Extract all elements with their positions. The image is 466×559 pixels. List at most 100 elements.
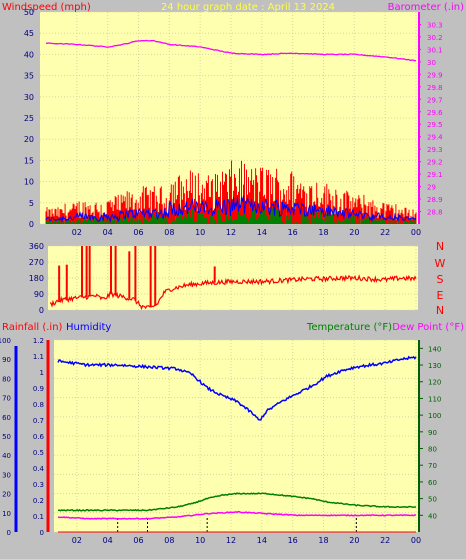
windspeed-y-tick-label: 0 <box>29 220 34 229</box>
barometer-tick-label: 28.8 <box>427 209 443 217</box>
windspeed-x-tick-label: 00 <box>411 228 421 237</box>
humidity-tick-label: 80 <box>2 375 11 383</box>
compass-label-s: S <box>437 273 444 286</box>
windspeed-x-tick-label: 18 <box>318 228 328 237</box>
rainfall-tick-label: 0.7 <box>33 417 44 425</box>
rainfall-tick-label: 0.2 <box>33 497 44 505</box>
rainfall-axis-label: Rainfall (.in) <box>2 322 63 333</box>
humidity-x-tick-label: 20 <box>349 536 359 545</box>
rainfall-tick-label: 0.6 <box>33 433 45 441</box>
temperature-axis-label: Temperature (°F) <box>306 322 392 333</box>
humidity-axes: 02 04 06 08 10 12 14 16 18 20 22 000102030405060708… <box>0 337 441 545</box>
windspeed-series <box>45 39 417 224</box>
humidity-x-tick-label: 18 <box>318 536 328 545</box>
temperature-tick-label: 60 <box>428 479 437 487</box>
compass-label-e: E <box>437 289 444 302</box>
direction-y-tick-label: 180 <box>29 274 44 283</box>
direction-y-tick-label: 270 <box>29 258 44 267</box>
direction-plot-area <box>48 246 418 310</box>
humidity-tick-label: 90 <box>2 356 11 364</box>
barometer-tick-label: 29 <box>427 184 436 192</box>
temperature-tick-label: 80 <box>428 446 437 454</box>
humidity-tick-label: 30 <box>2 471 11 479</box>
humidity-x-tick-label: 10 <box>195 536 205 545</box>
barometer-tick-label: 30.1 <box>427 46 443 54</box>
humidity-tick-label: 40 <box>2 452 11 460</box>
direction-y-tick-label: 360 <box>29 242 44 251</box>
windspeed-y-tick-label: 15 <box>24 156 34 165</box>
windspeed-x-tick-label: 04 <box>103 228 113 237</box>
rainfall-tick-label: 0 <box>40 529 44 537</box>
direction-y-tick-label: 0 <box>39 306 44 315</box>
humidity-series <box>57 355 417 533</box>
windspeed-x-tick-label: 12 <box>226 228 236 237</box>
windspeed-x-tick-label: 14 <box>257 228 267 237</box>
temperature-tick-label: 110 <box>428 395 441 403</box>
windspeed-y-tick-label: 30 <box>24 93 34 102</box>
barometer-axis-label: Barometer (.in) <box>388 2 464 13</box>
humidity-tick-label: 60 <box>2 414 11 422</box>
direction-y-tick-label: 90 <box>34 290 44 299</box>
rainfall-tick-label: 0.1 <box>33 513 44 521</box>
temperature-tick-label: 90 <box>428 429 437 437</box>
temperature-tick-label: 70 <box>428 462 437 470</box>
temperature-tick-label: 140 <box>428 345 441 353</box>
direction-axes: 0 90 180 270 360 <box>29 242 44 315</box>
barometer-tick-label: 29.3 <box>427 146 443 154</box>
humidity-x-tick-label: 12 <box>226 536 236 545</box>
humidity-x-tick-label: 16 <box>288 536 298 545</box>
windspeed-y-tick-label: 20 <box>24 135 34 144</box>
temperature-tick-label: 100 <box>428 412 441 420</box>
barometer-tick-label: 28.9 <box>427 196 443 204</box>
windspeed-axes: 02 04 06 08 10 12 14 16 18 20 22 000510152025303540… <box>24 8 443 237</box>
windspeed-y-tick-label: 40 <box>24 50 34 59</box>
windspeed-y-tick-label: 25 <box>24 114 34 123</box>
windspeed-axis-label: Windspeed (mph) <box>2 2 91 13</box>
windspeed-y-tick-label: 45 <box>24 29 34 38</box>
dewpoint-axis-label: Dew Point (°F) <box>392 322 464 333</box>
windspeed-x-tick-label: 16 <box>288 228 298 237</box>
windspeed-y-tick-label: 50 <box>24 8 34 17</box>
temperature-tick-label: 120 <box>428 379 441 387</box>
humidity-x-tick-label: 04 <box>103 536 113 545</box>
barometer-tick-label: 30 <box>427 59 436 67</box>
barometer-tick-label: 29.9 <box>427 71 443 79</box>
humidity-tick-label: 100 <box>0 337 11 345</box>
compass-label-n-top: N <box>436 240 444 253</box>
rainfall-tick-label: 0.3 <box>33 481 44 489</box>
temperature-series <box>57 492 417 512</box>
windspeed-avg-series <box>45 195 417 223</box>
barometer-tick-label: 29.4 <box>427 134 443 142</box>
barometer-series <box>45 39 416 62</box>
temperature-tick-label: 130 <box>428 362 441 370</box>
humidity-tick-label: 10 <box>2 510 11 518</box>
humidity-series <box>57 355 417 421</box>
humidity-tick-label: 0 <box>7 529 11 537</box>
windspeed-x-tick-label: 06 <box>133 228 143 237</box>
humidity-x-tick-label: 14 <box>257 536 267 545</box>
temperature-tick-label: 40 <box>428 512 437 520</box>
rainfall-tick-label: 1.2 <box>33 337 44 345</box>
humidity-x-tick-label: 00 <box>411 536 421 545</box>
humidity-tick-label: 50 <box>2 433 11 441</box>
compass-labels: N W S E N <box>435 240 446 317</box>
compass-label-w: W <box>435 257 446 270</box>
barometer-tick-label: 30.3 <box>427 21 443 29</box>
barometer-tick-label: 29.7 <box>427 96 443 104</box>
rainfall-tick-label: 0.8 <box>33 401 44 409</box>
rainfall-tick-label: 0.4 <box>33 465 45 473</box>
barometer-tick-label: 29.6 <box>427 109 443 117</box>
windspeed-x-tick-label: 08 <box>164 228 174 237</box>
humidity-x-tick-label: 22 <box>380 536 390 545</box>
humidity-x-tick-label: 02 <box>72 536 82 545</box>
direction-series <box>49 246 417 311</box>
barometer-tick-label: 29.1 <box>427 171 443 179</box>
barometer-tick-label: 29.5 <box>427 121 443 129</box>
rainfall-tick-label: 0.5 <box>33 449 44 457</box>
windspeed-x-tick-label: 20 <box>349 228 359 237</box>
windspeed-x-tick-label: 02 <box>72 228 82 237</box>
rainfall-tick-label: 0.9 <box>33 385 44 393</box>
humidity-x-tick-label: 08 <box>164 536 174 545</box>
